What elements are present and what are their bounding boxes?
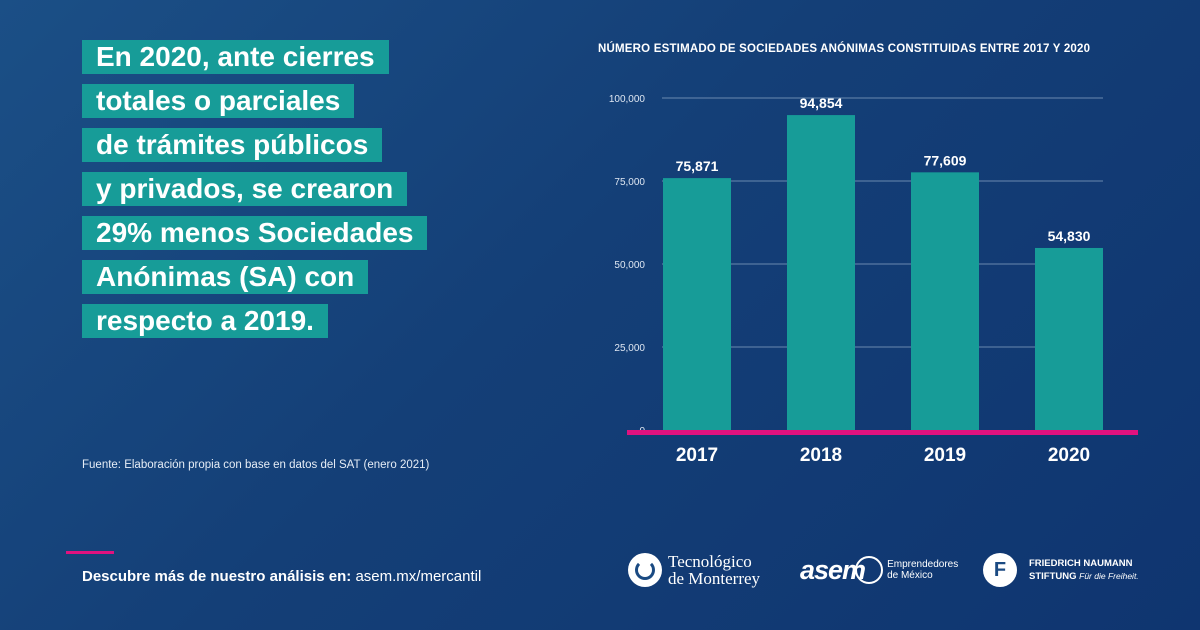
asem-logo: asem Emprendedores de México xyxy=(800,548,958,592)
fn-slogan: Für die Freiheit. xyxy=(1079,570,1139,581)
x-tick-label: 2020 xyxy=(1048,445,1090,466)
asem-logo-line1: Emprendedores xyxy=(887,559,959,570)
y-tick-label: 100,000 xyxy=(609,94,646,105)
bar xyxy=(787,115,855,430)
bar xyxy=(1035,247,1103,430)
fn-logo-line1: FRIEDRICH NAUMANN xyxy=(1029,557,1133,569)
tec-logo-line1: Tecnológico xyxy=(668,552,752,571)
x-tick-label: 2018 xyxy=(800,445,842,466)
bar xyxy=(911,172,979,430)
y-tick-label: 25,000 xyxy=(614,343,645,354)
headline-line: totales o parciales xyxy=(82,84,355,118)
asem-logo-line2: de México xyxy=(887,570,933,581)
headline-line: y privados, se crearon xyxy=(82,172,408,206)
x-tick-label: 2017 xyxy=(676,445,718,466)
bar xyxy=(663,178,731,430)
headline: En 2020, ante cierres totales o parciale… xyxy=(82,40,428,348)
bar-value-label: 75,871 xyxy=(676,158,719,174)
y-tick-label: 50,000 xyxy=(614,260,645,271)
bar-value-label: 94,854 xyxy=(800,95,843,111)
footer-lead: Descubre más de nuestro análisis en: xyxy=(82,568,352,585)
bar-value-label: 54,830 xyxy=(1048,228,1091,244)
x-tick-label: 2019 xyxy=(924,445,966,466)
source-note: Fuente: Elaboración propia con base en d… xyxy=(82,459,430,471)
friedrich-naumann-logo: F FRIEDRICH NAUMANN STIFTUNG Für die Fre… xyxy=(983,548,1139,592)
tec-logo-line2: de Monterrey xyxy=(668,569,761,588)
tec-monterrey-logo: Tecnológico de Monterrey xyxy=(628,548,760,592)
headline-line: respecto a 2019. xyxy=(82,304,328,338)
tec-emblem-icon xyxy=(628,553,662,587)
asem-circle-icon xyxy=(855,556,884,584)
y-tick-label: 75,000 xyxy=(614,177,645,188)
baseline-axis xyxy=(627,430,1138,435)
headline-line: de trámites públicos xyxy=(82,128,383,162)
headline-line: Anónimas (SA) con xyxy=(82,260,369,294)
asem-wordmark: asem xyxy=(800,554,866,585)
bar-value-label: 77,609 xyxy=(924,152,967,168)
headline-line: En 2020, ante cierres xyxy=(82,40,389,74)
footer-cta: Descubre más de nuestro análisis en: ase… xyxy=(82,568,481,585)
footer-link[interactable]: asem.mx/mercantil xyxy=(355,568,482,585)
fn-logo-line2: STIFTUNG xyxy=(1029,570,1077,582)
chart-title: NÚMERO ESTIMADO DE SOCIEDADES ANÓNIMAS C… xyxy=(598,43,1091,55)
fn-emblem-icon: F xyxy=(983,553,1017,587)
headline-line: 29% menos Sociedades xyxy=(82,216,428,250)
footer-accent-bar xyxy=(66,551,114,554)
